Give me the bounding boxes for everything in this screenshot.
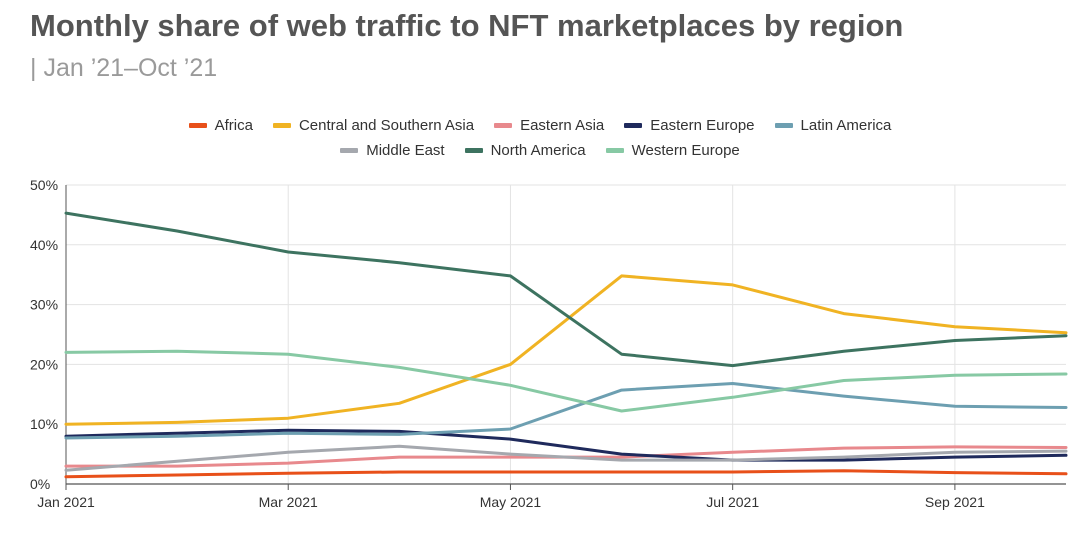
legend-label: Eastern Europe	[650, 117, 755, 134]
y-tick-label: 40%	[30, 237, 58, 253]
x-tick-label: Jul 2021	[706, 494, 759, 510]
legend-swatch	[774, 123, 793, 128]
x-tick-label: Mar 2021	[259, 494, 318, 510]
legend-item-western-europe: Western Europe	[605, 142, 740, 159]
legend-item-africa: Africa	[188, 117, 253, 134]
gridlines	[65, 184, 1066, 484]
legend-label: Middle East	[366, 142, 445, 159]
legend-item-latin-america: Latin America	[774, 117, 892, 134]
legend-swatch	[464, 148, 483, 153]
chart-legend-row-1: Africa Central and Southern Asia Eastern A…	[0, 117, 1080, 134]
legend-swatch	[494, 123, 513, 128]
legend-swatch	[340, 148, 359, 153]
legend-item-middle-east: Middle East	[340, 142, 445, 159]
legend-label: Africa	[214, 117, 253, 134]
y-tick-label: 30%	[30, 297, 58, 313]
legend-swatch	[624, 123, 643, 128]
y-tick-label: 0%	[30, 476, 50, 492]
legend-label: Central and Southern Asia	[298, 117, 475, 134]
legend-swatch	[605, 148, 624, 153]
chart-subtitle: | Jan ’21–Oct ’21	[30, 54, 218, 82]
legend-swatch	[188, 123, 207, 128]
legend-item-north-america: North America	[464, 142, 586, 159]
legend-item-eastern-europe: Eastern Europe	[624, 117, 755, 134]
series-line-western-europe	[64, 349, 1068, 413]
chart-title: Monthly share of web traffic to NFT mark…	[30, 8, 904, 43]
x-tick-label: Sep 2021	[925, 494, 985, 510]
series-line-latin-america	[64, 382, 1068, 440]
chart-legend-row-2: Middle East North America Western Europe	[0, 142, 1080, 159]
legend-label: North America	[490, 142, 586, 159]
y-tick-label: 50%	[30, 177, 58, 193]
x-tick-label: Jan 2021	[37, 494, 95, 510]
legend-label: Latin America	[800, 117, 892, 134]
legend-item-eastern-asia: Eastern Asia	[494, 117, 604, 134]
x-tick-label: May 2021	[480, 494, 542, 510]
y-tick-label: 20%	[30, 356, 58, 372]
axes	[65, 185, 1066, 490]
legend-label: Western Europe	[631, 142, 740, 159]
y-tick-label: 10%	[30, 416, 58, 432]
series-lines	[64, 211, 1068, 479]
legend-label: Eastern Asia	[520, 117, 605, 134]
series-line-africa	[64, 469, 1068, 479]
legend-swatch	[272, 123, 291, 128]
tick-labels: 0% 10% 20% 30% 40% 50% Jan 2021 Mar 2021 May 202…	[30, 177, 985, 510]
series-line-north-america	[64, 211, 1068, 368]
series-line-middle-east	[64, 444, 1068, 472]
series-line-central-and-southern-asia	[64, 274, 1068, 426]
legend-item-central-and-southern-asia: Central and Southern Asia	[272, 117, 475, 134]
series-line-eastern-europe	[64, 428, 1068, 462]
